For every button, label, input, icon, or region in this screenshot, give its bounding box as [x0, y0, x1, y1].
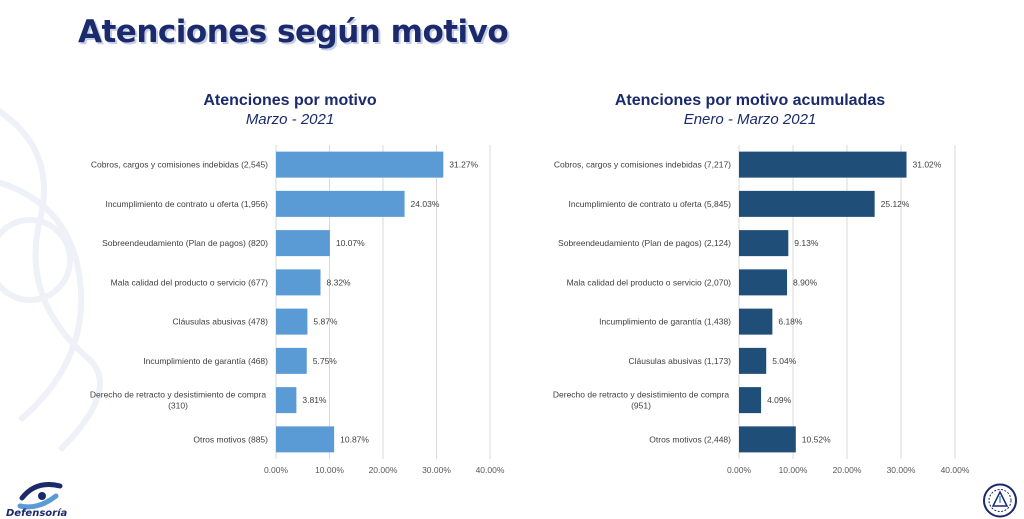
national-seal-icon: [983, 483, 1017, 518]
chart-1-bar: [739, 269, 788, 296]
chart-1-value-label: 31.02%: [913, 160, 942, 170]
chart-right-title: Atenciones por motivo acumuladas: [614, 92, 886, 109]
chart-1-value-label: 10.52%: [802, 434, 831, 444]
chart-0-bar: [276, 269, 321, 296]
chart-1-category-label: Sobreendeudamiento (Plan de pagos) (2,12…: [558, 238, 731, 248]
chart-0-value-label: 5.87%: [313, 317, 338, 327]
chart-0-value-label: 8.32%: [327, 277, 352, 287]
chart-0-value-label: 5.75%: [313, 356, 338, 366]
chart-1-value-label: 25.12%: [881, 199, 910, 209]
chart-0-value-label: 10.07%: [336, 238, 365, 248]
chart-1-category-label: Mala calidad del producto o servicio (2,…: [567, 277, 732, 287]
chart-0-category-label: Sobreendeudamiento (Plan de pagos) (820): [102, 238, 268, 248]
chart-0-value-label: 3.81%: [302, 395, 327, 405]
chart-0-category-label: Cobros, cargos y comisiones indebidas (2…: [91, 160, 268, 170]
chart-1-category-label: Cláusulas abusivas (1,173): [628, 356, 731, 366]
chart-0-bar: [276, 308, 308, 335]
chart-1-category-label: Incumplimiento de garantía (1,438): [599, 317, 731, 327]
chart-1-value-label: 6.18%: [778, 317, 803, 327]
chart-1-tick-label: 0.00%: [727, 465, 752, 475]
defensoria-logo-icon: [17, 482, 63, 510]
chart-right-subtitle: Enero - Marzo 2021: [683, 111, 817, 128]
chart-1-tick-label: 40.00%: [941, 465, 970, 475]
chart-left-title: Atenciones por motivo: [203, 92, 377, 109]
chart-1-value-label: 9.13%: [794, 238, 819, 248]
chart-1-value-label: 5.04%: [772, 356, 797, 366]
chart-left-subtitle: Marzo - 2021: [245, 111, 335, 128]
chart-0-category-label: Incumplimiento de garantía (468): [143, 356, 268, 366]
chart-0-tick-label: 30.00%: [422, 465, 451, 475]
chart-1-category-label: Otros motivos (2,448): [649, 434, 731, 444]
chart-right: 0.00% 10.00% 20.00% 30.00% 40.00% 31.02% Cobro…: [553, 145, 970, 475]
chart-1-tick-label: 20.00%: [833, 465, 862, 475]
background-watermark: [0, 108, 103, 453]
chart-0-category-label: Otros motivos (885): [193, 434, 268, 444]
chart-0-tick-label: 40.00%: [476, 465, 505, 475]
chart-0-value-label: 10.87%: [340, 434, 369, 444]
chart-1-value-label: 8.90%: [793, 277, 818, 287]
chart-1-bar: [739, 230, 789, 257]
chart-1-category-label: Derecho de retracto y desistimiento de c…: [553, 390, 729, 411]
chart-1-category-label: Incumplimiento de contrato u oferta (5,8…: [568, 199, 731, 209]
chart-1-bar: [739, 426, 796, 453]
chart-0-category-label: Incumplimiento de contrato u oferta (1,9…: [105, 199, 268, 209]
chart-1-bar: [739, 387, 762, 414]
chart-0-value-label: 24.03%: [411, 199, 440, 209]
chart-left: 0.00% 10.00% 20.00% 30.00% 40.00% 31.27% Cobro…: [90, 145, 505, 475]
chart-0-bar: [276, 387, 297, 414]
chart-1-bar: [739, 151, 907, 178]
chart-0-category-label: Cláusulas abusivas (478): [173, 317, 269, 327]
chart-0-tick-label: 20.00%: [369, 465, 398, 475]
page-title: Atenciones según motivo: [78, 14, 509, 50]
chart-1-bar: [739, 347, 767, 374]
chart-0-bar: [276, 230, 330, 257]
chart-0-bar: [276, 190, 405, 217]
chart-0-value-label: 31.27%: [449, 160, 478, 170]
chart-0-tick-label: 0.00%: [264, 465, 289, 475]
chart-0-category-label: Derecho de retracto y desistimiento de c…: [90, 390, 266, 411]
footer-logo-text: Defensoría: [6, 508, 68, 519]
chart-0-bar: [276, 151, 444, 178]
chart-1-value-label: 4.09%: [767, 395, 792, 405]
chart-0-bar: [276, 347, 307, 374]
chart-1-bar: [739, 190, 875, 217]
chart-0-category-label: Mala calidad del producto o servicio (67…: [111, 277, 269, 287]
chart-1-tick-label: 10.00%: [779, 465, 808, 475]
chart-1-tick-label: 30.00%: [887, 465, 916, 475]
chart-1-category-label: Cobros, cargos y comisiones indebidas (7…: [554, 160, 731, 170]
chart-0-bar: [276, 426, 335, 453]
chart-1-bar: [739, 308, 773, 335]
chart-0-tick-label: 10.00%: [315, 465, 344, 475]
